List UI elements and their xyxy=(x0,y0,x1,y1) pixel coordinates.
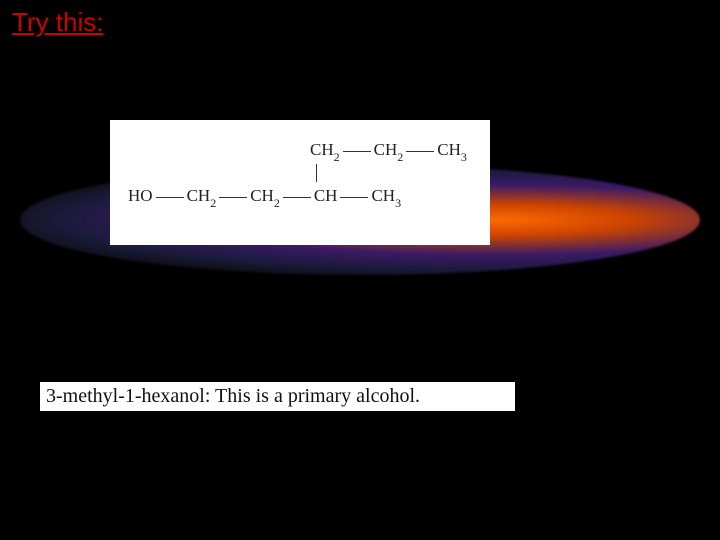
ch-group: CH xyxy=(314,186,338,205)
ch2-group: CH xyxy=(374,140,398,159)
bond-icon xyxy=(219,197,247,198)
chemical-structure-panel: CH2CH2CH3 HOCH2CH2CHCH3 xyxy=(110,120,490,245)
ch2-group: CH xyxy=(187,186,211,205)
structure-top-row: CH2CH2CH3 xyxy=(310,140,467,163)
title-rest: Name the following alcohol. Identify it … xyxy=(12,7,696,70)
ch3-group: CH xyxy=(371,186,395,205)
title-try-this: Try this: xyxy=(12,7,103,37)
ch2-group: CH xyxy=(310,140,334,159)
answer-panel: 3-methyl-1-hexanol: This is a primary al… xyxy=(40,382,515,411)
answer-description: This is a primary alcohol. xyxy=(210,385,420,407)
answer-name: 3-methyl-1-hexanol: xyxy=(46,385,210,407)
subscript-3: 3 xyxy=(395,196,401,210)
structure-bottom-row: HOCH2CH2CHCH3 xyxy=(128,186,401,209)
vertical-bond-icon xyxy=(316,164,317,182)
subscript-2: 2 xyxy=(274,196,280,210)
ho-group: HO xyxy=(128,186,153,205)
bond-icon xyxy=(406,151,434,152)
bond-icon xyxy=(340,197,368,198)
bond-icon xyxy=(156,197,184,198)
subscript-2: 2 xyxy=(210,196,216,210)
bond-icon xyxy=(343,151,371,152)
title-text: Try this: Name the following alcohol. Id… xyxy=(12,6,708,71)
ch2-group: CH xyxy=(250,186,274,205)
subscript-3: 3 xyxy=(461,150,467,164)
bond-icon xyxy=(283,197,311,198)
ch3-group: CH xyxy=(437,140,461,159)
subscript-2: 2 xyxy=(334,150,340,164)
subscript-2: 2 xyxy=(397,150,403,164)
